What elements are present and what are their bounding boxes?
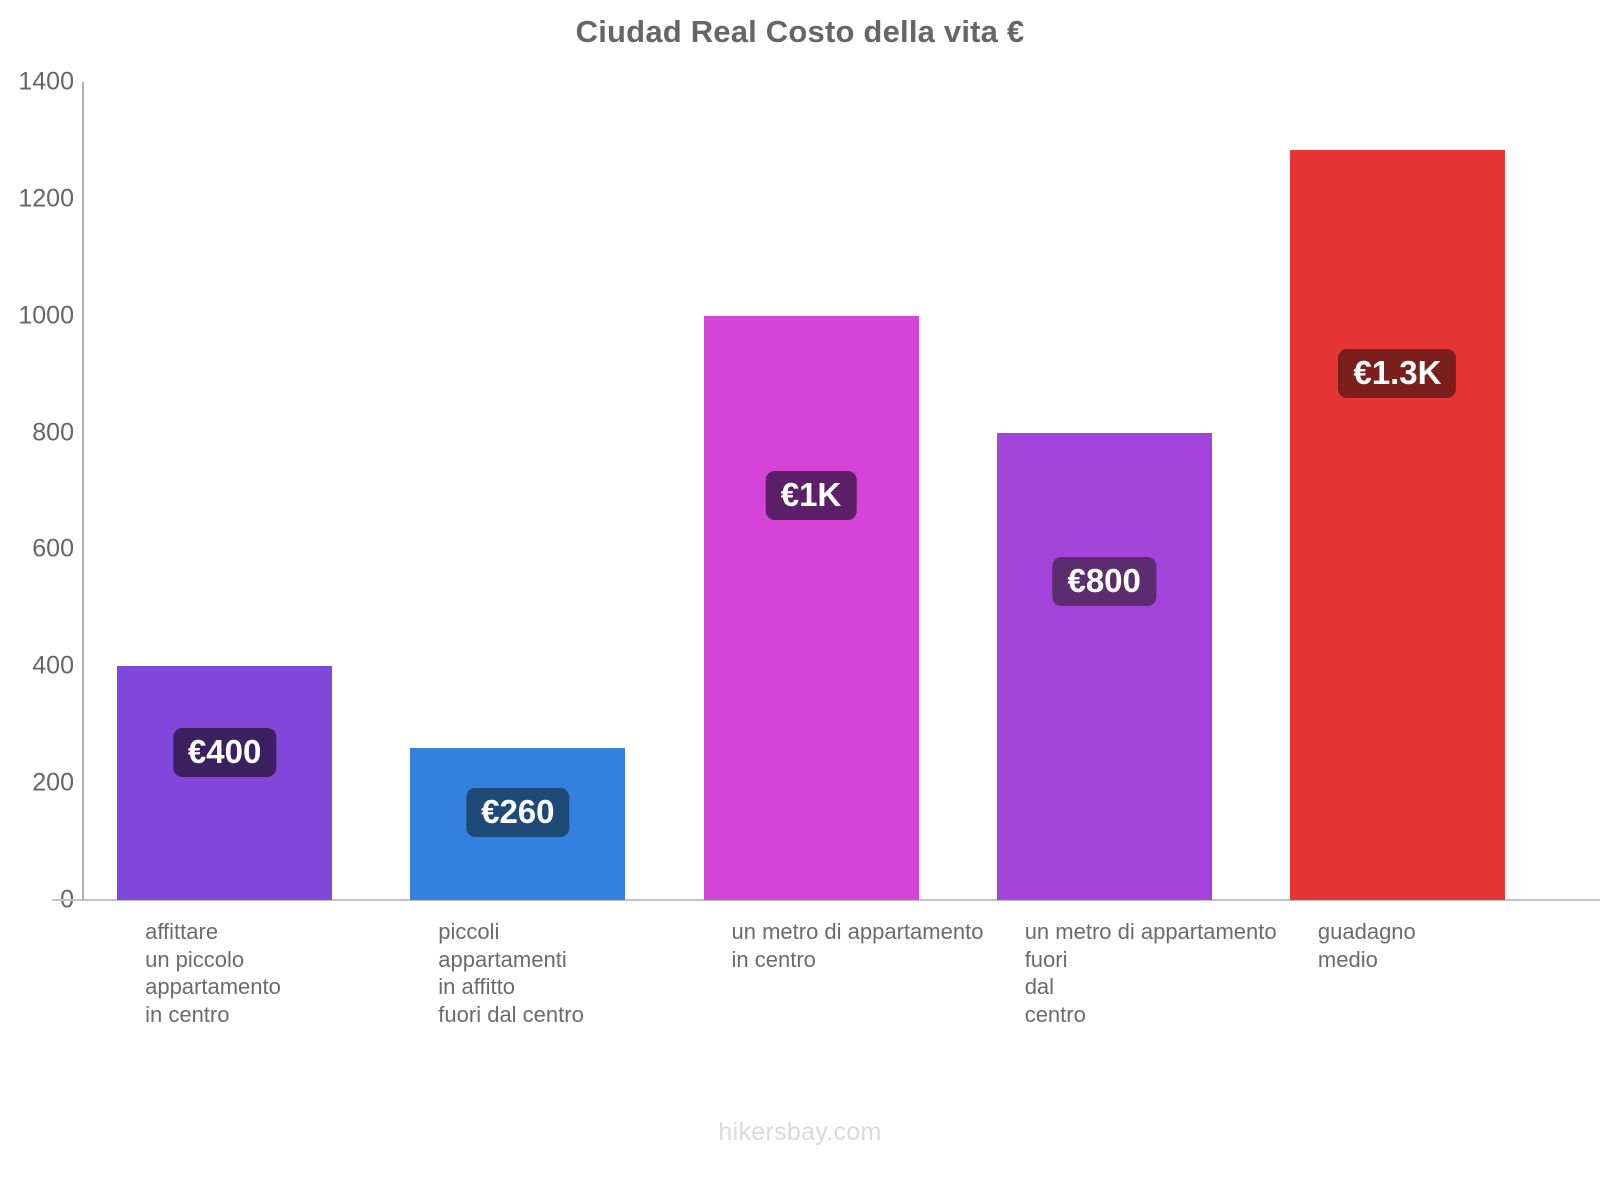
y-axis-tick-label: 400: [32, 651, 74, 680]
y-axis-tick-label: 1000: [18, 301, 74, 330]
bar[interactable]: €800: [996, 432, 1212, 900]
y-axis-tick-label: 1400: [18, 67, 74, 96]
x-axis-category-label: guadagno medio: [1317, 919, 1416, 972]
y-axis-tick-label: 200: [32, 768, 74, 797]
y-axis-tick-labels: 0 200 400 600 800 1000 1200 1400: [0, 0, 74, 1200]
bar[interactable]: €260: [410, 748, 626, 900]
watermark-hikersbay: hikersbay.com: [718, 1118, 882, 1146]
bar[interactable]: €400: [117, 666, 333, 900]
bar-value-badge: €1K: [765, 470, 857, 520]
bar[interactable]: €1.3K: [1289, 150, 1505, 900]
bar-value-badge: €1.3K: [1338, 349, 1457, 399]
y-axis-tick-label: 800: [32, 418, 74, 447]
x-axis-category-label: un metro di appartamento fuori dal centr…: [1024, 919, 1277, 1027]
x-axis-category-label: affittare un piccolo appartamento in cen…: [145, 919, 281, 1027]
chart-title: Ciudad Real Costo della vita €: [575, 14, 1025, 49]
bar-value-badge: €260: [466, 788, 570, 838]
plot-area: €400 €260 €1K €800 €1.3K: [82, 82, 1548, 900]
bar[interactable]: €1K: [703, 315, 919, 900]
y-axis-line: [82, 82, 84, 900]
y-axis-tick-label: 600: [32, 534, 74, 563]
x-axis-category-label: piccoli appartamenti in affitto fuori da…: [438, 919, 584, 1027]
y-axis-tick-label: 1200: [18, 184, 74, 213]
bar-value-badge: €400: [172, 728, 277, 778]
x-axis-line: [52, 899, 1600, 901]
bar-value-badge: €800: [1052, 556, 1156, 606]
x-axis-category-label: un metro di appartamento in centro: [731, 919, 984, 972]
